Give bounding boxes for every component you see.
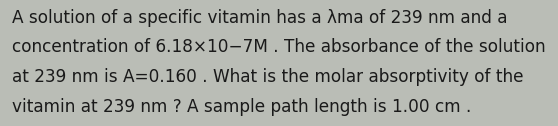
- Text: concentration of 6.18×10−7M . The absorbance of the solution: concentration of 6.18×10−7M . The absorb…: [12, 38, 546, 56]
- Text: A solution of a specific vitamin has a λma of 239 nm and a: A solution of a specific vitamin has a λ…: [12, 9, 508, 27]
- Text: at 239 nm is A=0.160 . What is the molar absorptivity of the: at 239 nm is A=0.160 . What is the molar…: [12, 68, 524, 86]
- Text: vitamin at 239 nm ? A sample path length is 1.00 cm .: vitamin at 239 nm ? A sample path length…: [12, 98, 472, 116]
